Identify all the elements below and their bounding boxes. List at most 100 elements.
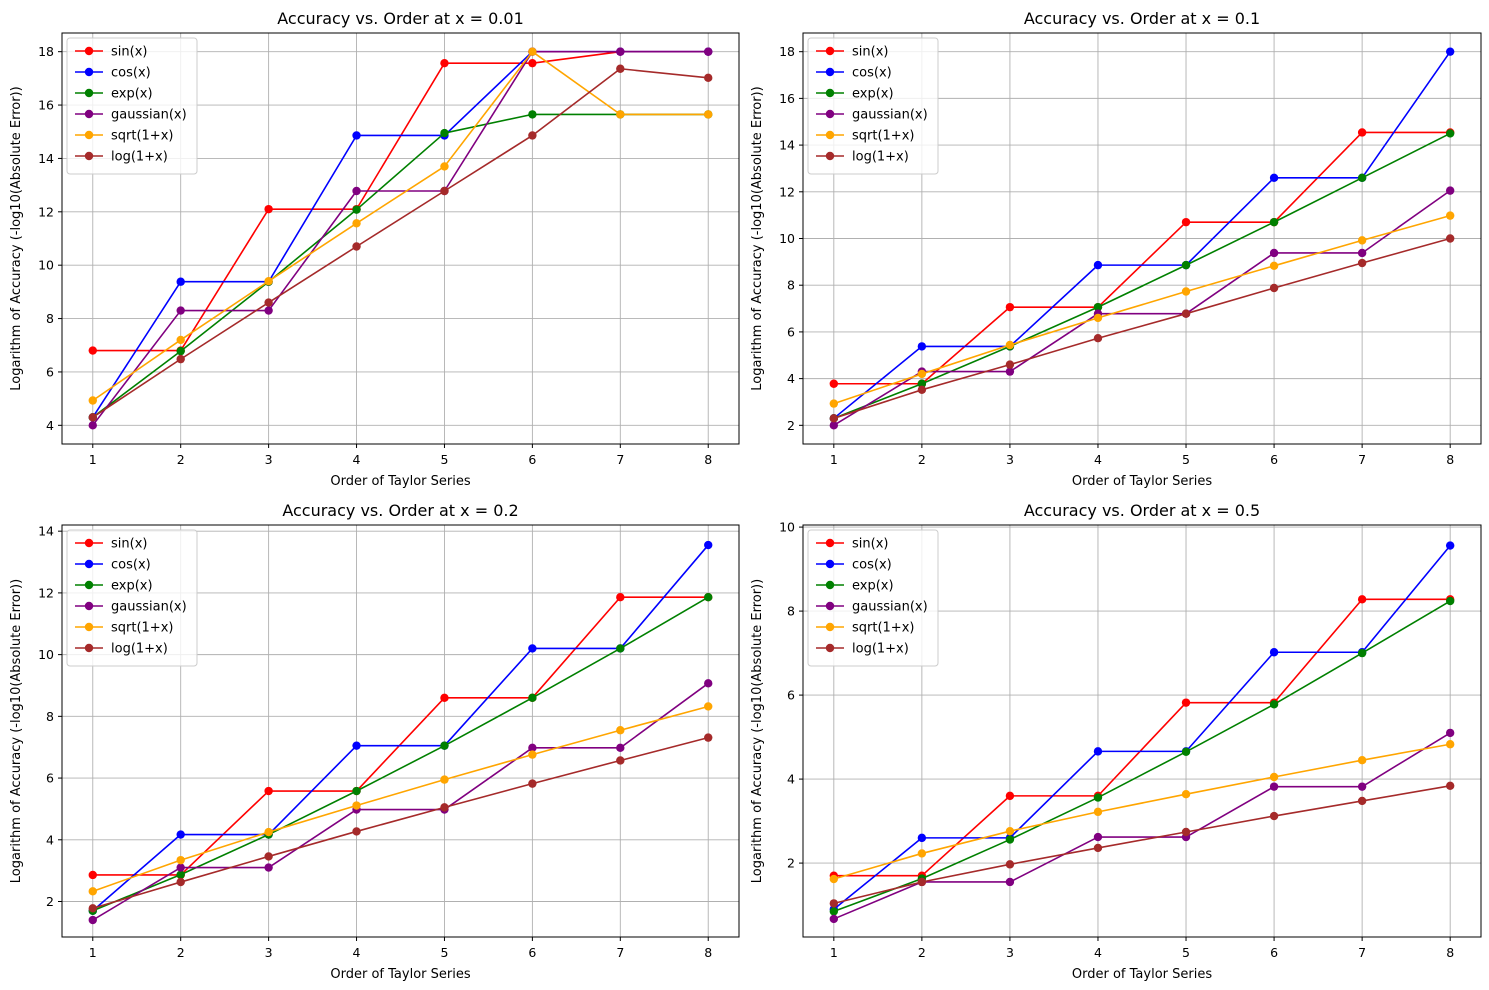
x-tick-label: 8 — [1446, 452, 1454, 467]
y-tick-label: 12 — [38, 204, 54, 219]
x-tick-label: 2 — [177, 452, 185, 467]
data-point-log-1-x — [917, 385, 927, 395]
data-point-log-1-x — [704, 733, 713, 742]
y-tick-label: 18 — [38, 44, 54, 59]
plot-area-frame — [802, 524, 1482, 938]
data-point-gaussian-x — [352, 186, 361, 196]
legend-item-sin-x: sin(x) — [75, 537, 147, 552]
data-point-sqrt-1-x — [264, 277, 273, 286]
legend-label: log(1+x) — [852, 642, 909, 657]
y-tick-label: 12 — [779, 184, 795, 199]
data-point-log-1-x — [176, 877, 185, 887]
data-point-gaussian-x — [1269, 782, 1279, 791]
data-point-cos-x — [352, 131, 361, 140]
data-point-gaussian-x — [1357, 248, 1367, 258]
legend-label: exp(x) — [111, 87, 153, 102]
legend-label: cos(x) — [852, 66, 892, 81]
legend: sin(x) cos(x) exp(x) gaussian(x) sqrt(1+x) lo… — [66, 529, 198, 667]
data-point-cos-x — [704, 540, 713, 550]
legend-marker — [825, 643, 835, 653]
data-point-exp-x — [1093, 793, 1103, 802]
legend-label: exp(x) — [852, 87, 894, 102]
data-point-sqrt-1-x — [528, 750, 537, 759]
plot-area-frame — [802, 32, 1482, 445]
data-point-sin-x — [1357, 128, 1367, 137]
data-point-gaussian-x — [1005, 877, 1015, 887]
data-point-log-1-x — [88, 413, 97, 422]
data-point-log-1-x — [1445, 781, 1455, 791]
series-line-log-1-x — [92, 67, 709, 418]
y-tick-label: 12 — [38, 585, 54, 600]
data-point-sqrt-1-x — [352, 801, 361, 810]
data-point-log-1-x — [1093, 334, 1103, 343]
data-point-log-1-x — [1269, 811, 1279, 821]
series-line-exp-x — [92, 113, 709, 418]
legend-item-sqrt-1-x: sqrt(1+x) — [75, 129, 173, 144]
chart-title: Accuracy vs. Order at x = 0.2 — [282, 501, 518, 520]
data-point-sqrt-1-x — [88, 887, 97, 896]
data-point-log-1-x — [352, 242, 361, 251]
data-point-exp-x — [176, 346, 185, 356]
data-point-log-1-x — [616, 756, 625, 765]
series-log-1-x — [829, 781, 1455, 908]
data-point-gaussian-x — [1093, 832, 1103, 842]
y-tick-label: 10 — [779, 231, 795, 246]
legend-item-log-1-x: log(1+x) — [75, 642, 168, 657]
legend-label: cos(x) — [852, 558, 892, 573]
legend-label: sin(x) — [852, 537, 888, 552]
data-point-sqrt-1-x — [264, 827, 273, 837]
data-point-exp-x — [1445, 596, 1455, 606]
data-point-sqrt-1-x — [616, 726, 625, 735]
legend-item-sqrt-1-x: sqrt(1+x) — [816, 621, 914, 636]
data-point-gaussian-x — [829, 914, 839, 924]
legend-item-log-1-x: log(1+x) — [816, 642, 909, 657]
legend-marker — [84, 151, 94, 161]
data-point-gaussian-x — [1005, 367, 1015, 376]
x-tick-label: 5 — [1182, 452, 1190, 467]
data-point-sqrt-1-x — [440, 775, 449, 784]
data-point-sin-x — [528, 58, 537, 68]
data-point-exp-x — [1181, 747, 1191, 756]
data-point-sqrt-1-x — [1093, 807, 1103, 817]
data-point-cos-x — [176, 277, 185, 286]
legend-item-exp-x: exp(x) — [75, 579, 153, 594]
legend-marker — [84, 46, 94, 56]
x-tick-label: 3 — [265, 945, 273, 960]
legend-item-sin-x: sin(x) — [816, 537, 888, 552]
data-point-sin-x — [264, 786, 273, 796]
series-line-cos-x — [833, 51, 1451, 419]
series-log-1-x — [88, 733, 713, 913]
data-point-log-1-x — [1181, 309, 1191, 318]
data-point-exp-x — [440, 128, 449, 138]
legend-label: log(1+x) — [852, 150, 909, 165]
data-point-gaussian-x — [1445, 728, 1455, 738]
data-point-log-1-x — [264, 298, 273, 307]
x-tick-label: 5 — [440, 945, 448, 960]
x-tick-label: 2 — [177, 945, 185, 960]
x-tick-label: 1 — [830, 452, 838, 467]
legend-label: gaussian(x) — [111, 108, 187, 123]
data-point-exp-x — [528, 110, 537, 119]
data-point-sqrt-1-x — [616, 110, 625, 119]
data-point-cos-x — [1093, 260, 1103, 270]
data-point-log-1-x — [616, 64, 625, 73]
legend-item-sqrt-1-x: sqrt(1+x) — [75, 621, 173, 636]
data-point-sin-x — [1181, 698, 1191, 707]
data-point-cos-x — [1445, 47, 1455, 56]
data-point-cos-x — [917, 342, 927, 351]
data-point-exp-x — [1269, 217, 1279, 227]
x-tick-label: 5 — [440, 452, 448, 467]
y-tick-label: 6 — [787, 324, 795, 339]
data-point-cos-x — [917, 833, 927, 843]
y-axis-label: Logarithm of Accuracy (-log10(Absolute E… — [9, 86, 24, 390]
legend-item-log-1-x: log(1+x) — [75, 150, 168, 165]
series-line-gaussian-x — [92, 682, 709, 921]
data-point-log-1-x — [1093, 843, 1103, 853]
y-tick-label: 8 — [787, 604, 795, 619]
series-line-sqrt-1-x — [92, 50, 709, 402]
legend-item-gaussian-x: gaussian(x) — [75, 600, 187, 615]
legend-marker — [825, 151, 835, 161]
x-tick-label: 2 — [918, 945, 926, 960]
legend-label: sqrt(1+x) — [111, 129, 173, 144]
